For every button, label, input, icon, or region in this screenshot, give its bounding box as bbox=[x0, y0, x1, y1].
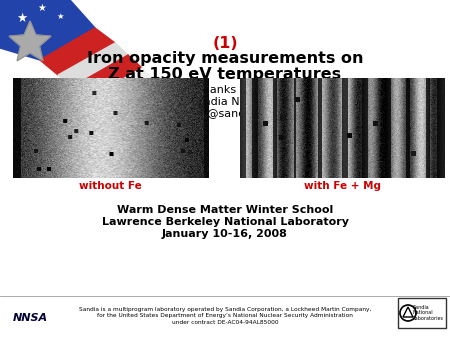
Text: (jebaile@sandia.gov): (jebaile@sandia.gov) bbox=[166, 109, 284, 119]
Text: Thanks to:: Thanks to: bbox=[196, 85, 254, 95]
Text: without Fe: without Fe bbox=[79, 181, 141, 191]
Polygon shape bbox=[58, 43, 128, 87]
Text: January 10-16, 2008: January 10-16, 2008 bbox=[162, 229, 288, 239]
Text: Sandia
National
Laboratories: Sandia National Laboratories bbox=[413, 305, 444, 321]
Text: Z at 150 eV temperatures: Z at 150 eV temperatures bbox=[108, 68, 342, 82]
Text: ★: ★ bbox=[56, 11, 64, 21]
Polygon shape bbox=[40, 28, 115, 75]
Text: NNSA: NNSA bbox=[13, 313, 48, 323]
Text: Iron opacity measurements on: Iron opacity measurements on bbox=[87, 50, 363, 66]
Text: Sandia is a multiprogram laboratory operated by Sandia Corporation, a Lockheed M: Sandia is a multiprogram laboratory oper… bbox=[79, 307, 371, 325]
Text: Lawrence Berkeley National Laboratory: Lawrence Berkeley National Laboratory bbox=[102, 217, 348, 227]
Bar bbox=[398, 298, 446, 328]
Polygon shape bbox=[0, 0, 95, 60]
Polygon shape bbox=[85, 68, 155, 114]
Text: James E. Bailey, Sandia National Laboratories: James E. Bailey, Sandia National Laborat… bbox=[98, 97, 352, 107]
Text: ★: ★ bbox=[38, 3, 46, 13]
Polygon shape bbox=[72, 55, 142, 101]
Polygon shape bbox=[9, 21, 51, 61]
Text: (1): (1) bbox=[212, 35, 238, 50]
Text: ★: ★ bbox=[16, 11, 27, 24]
Text: Warm Dense Matter Winter School: Warm Dense Matter Winter School bbox=[117, 205, 333, 215]
Text: with Fe + Mg: with Fe + Mg bbox=[303, 181, 381, 191]
